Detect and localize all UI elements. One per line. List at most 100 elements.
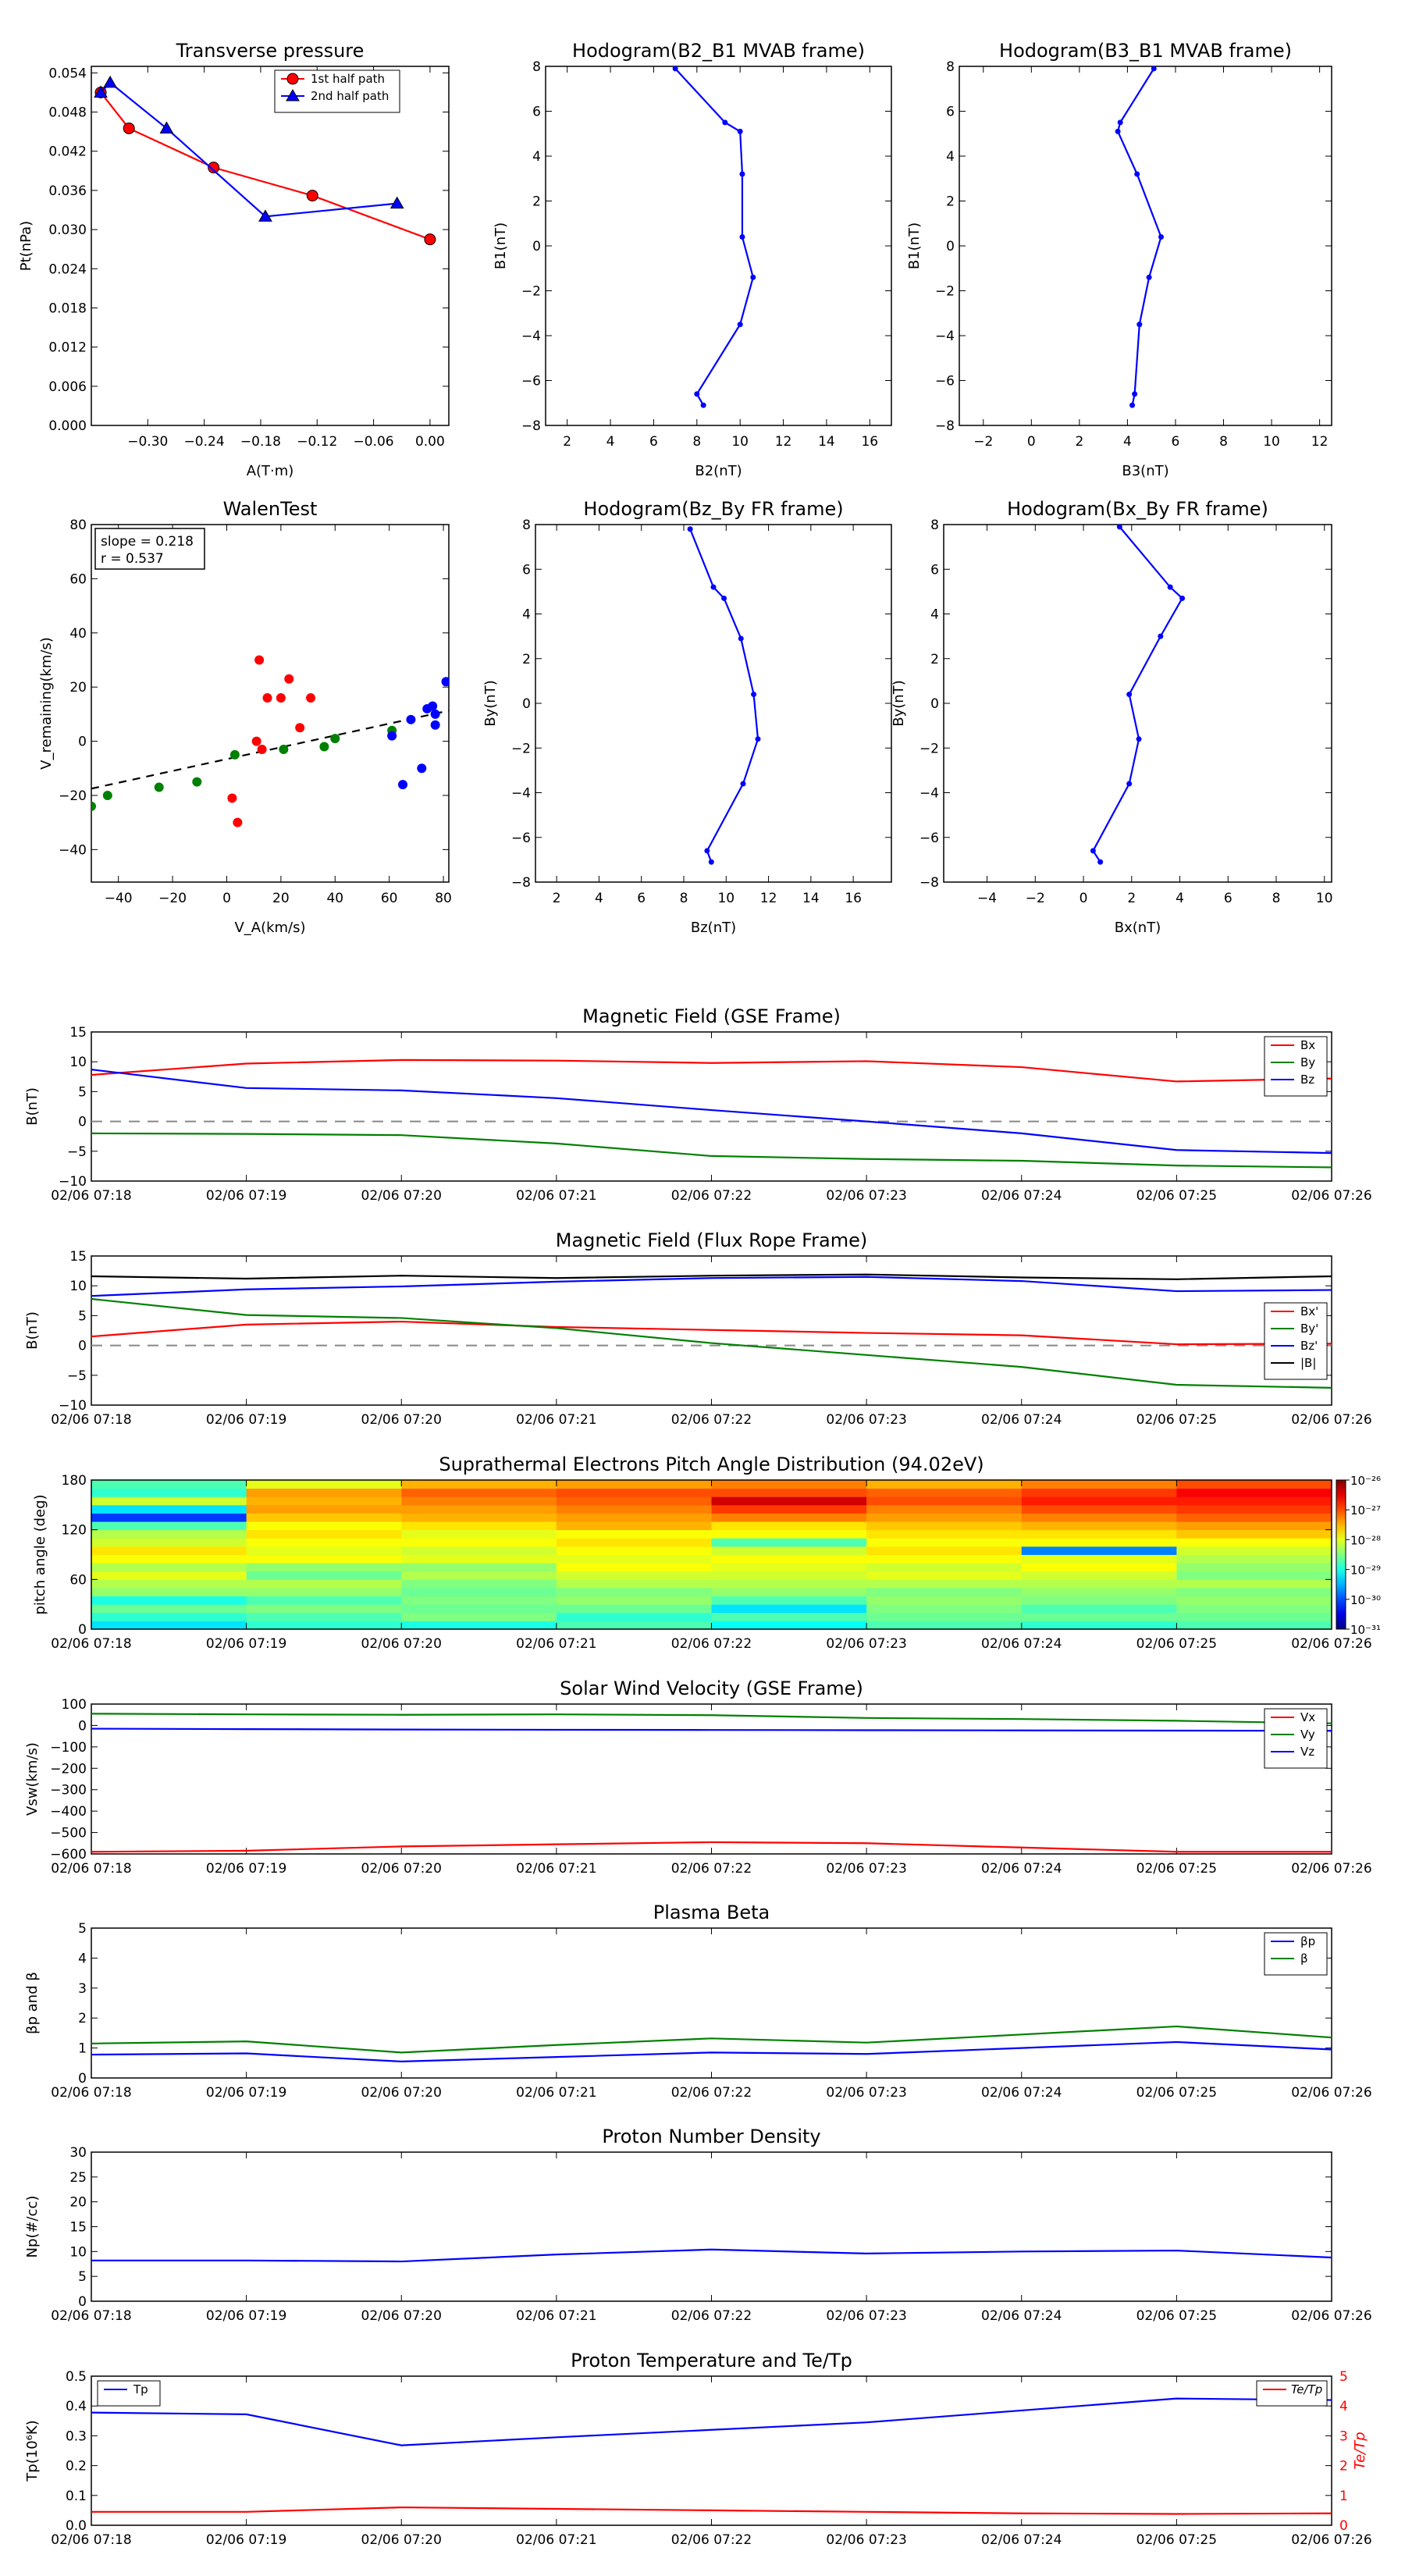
y-tick-label: 0 [930,696,939,712]
heatmap-cell [556,1604,712,1614]
y2-axis-label: Te/Tp [1352,2432,1368,2469]
y-tick-label: 0 [78,2294,87,2310]
y-tick-label: 8 [522,518,531,533]
x-tick-label: 02/06 07:18 [51,2308,131,2324]
x-tick-label: 02/06 07:25 [1136,2532,1217,2548]
y-tick-label: 5 [78,1084,87,1100]
heatmap-cell [866,1504,1023,1514]
heatmap-cell [91,1529,247,1539]
data-point [123,122,135,134]
heatmap-cell [91,1596,247,1605]
heatmap-cell [91,1496,247,1506]
y-axis-label: pitch angle (deg) [32,1494,48,1614]
series-line [1092,526,1183,863]
y-tick-label: 2 [946,194,955,210]
x-axis-label: V_A(km/s) [234,920,305,936]
y-tick-label: 0 [946,239,955,254]
y-tick-label: 80 [69,518,87,533]
y-tick-label: −8 [511,875,531,891]
density-chart: 02/06 07:18 02/06 07:19 02/06 07:20 02/06 0… [24,2126,1372,2324]
x-tick-label: 80 [435,891,452,906]
colorbar-tick-label: 10⁻²⁷ [1350,1503,1381,1517]
x-tick-label: 4 [606,434,615,450]
y-tick-label: 0 [78,1115,87,1130]
y-tick-label: 20 [69,680,87,696]
y-tick-label: 8 [532,59,541,75]
heatmap-cell [246,1563,402,1572]
heatmap-cell [711,1579,867,1589]
mag_fr-chart: 02/06 07:18 02/06 07:19 02/06 07:20 02/06 0… [24,1229,1372,1428]
series-line [689,528,759,863]
y-tick-label: −4 [919,786,939,802]
heatmap-cell [1176,1596,1332,1605]
y-tick-label: −5 [67,1144,87,1160]
heatmap-cell [91,1604,247,1614]
heatmap-cell [246,1513,402,1522]
y-axis-label: Vsw(km/s) [24,1742,41,1816]
heatmap-cell [91,1621,247,1630]
heatmap-cell [91,1546,247,1555]
y-tick-label: 15 [69,1025,87,1041]
heatmap-cell [1021,1554,1177,1564]
x-tick-label: 02/06 07:20 [361,1636,442,1652]
data-point [102,790,112,800]
x-tick-label: 02/06 07:26 [1291,1412,1371,1428]
data-point [295,723,305,733]
data-point [229,749,240,760]
heatmap-cell [556,1596,712,1605]
heatmap-cell [866,1538,1023,1547]
x-tick-label: 02/06 07:25 [1136,2085,1217,2101]
y-axis-label: B(nT) [24,1311,41,1350]
x-tick-label: 02/06 07:20 [361,1861,442,1877]
heatmap-cell [401,1587,557,1597]
y-tick-label: −8 [935,418,955,434]
vsw-chart: 02/06 07:18 02/06 07:19 02/06 07:20 02/06 0… [24,1678,1372,1877]
heatmap-cell [556,1513,712,1522]
series-line [91,1132,1332,1169]
x-tick-label: 02/06 07:22 [671,2085,752,2101]
data-point [1115,128,1121,134]
heatmap-cell [556,1563,712,1572]
heatmap-cell [91,1563,247,1572]
legend-entry: By [1300,1055,1315,1069]
heatmap-cell [866,1579,1023,1589]
hodo_b2b1-chart: 2 4 6 8 10 12 14 16 −8 −6 −4 −2 0 2 4 6 8 Hodogram(B2_B1 … [493,40,892,479]
x-tick-label: 6 [1224,891,1232,906]
x-tick-label: 16 [845,891,862,906]
mag_gse-chart: 02/06 07:18 02/06 07:19 02/06 07:20 02/06 0… [24,1005,1372,1204]
y-tick-label: 180 [62,1473,87,1489]
chart-title: Magnetic Field (GSE Frame) [582,1005,841,1027]
y-tick-label: −6 [935,374,955,390]
plot-area [91,655,449,827]
x-tick-label: −0.18 [240,434,281,450]
y-tick-label: 0.048 [48,105,87,121]
series-line [91,2248,1332,2263]
x-tick-label: 12 [1311,434,1329,450]
heatmap-cell [401,1488,557,1497]
x-tick-label: 02/06 07:23 [826,2532,906,2548]
series-line [91,1713,1332,1724]
data-point [1090,848,1096,854]
data-point [103,75,117,88]
y-tick-label: 2 [532,194,541,210]
heatmap-cell [91,1538,247,1547]
y-tick-label: 0.0 [66,2518,87,2534]
y-tick-label: 6 [532,105,541,120]
y-tick-label: 2 [78,2011,87,2026]
x-tick-label: 4 [1176,891,1184,906]
x-tick-label: 40 [326,891,343,906]
y-tick-label: 0.018 [48,301,87,316]
heatmap-cell [1176,1521,1332,1531]
data-point [406,714,416,724]
x-tick-label: 02/06 07:24 [981,1636,1062,1652]
y-tick-label: −20 [59,788,87,804]
heatmap-cell [711,1554,867,1564]
data-point [233,817,243,827]
y-tick-label: −600 [50,1847,87,1863]
y-tick-label: −2 [511,741,531,756]
heatmap-cell [401,1554,557,1564]
heatmap-cell [1021,1521,1177,1531]
x-tick-label: −40 [105,891,133,906]
y-axis-label: βp and β [24,1972,41,2034]
x-tick-label: 02/06 07:22 [671,1188,752,1204]
